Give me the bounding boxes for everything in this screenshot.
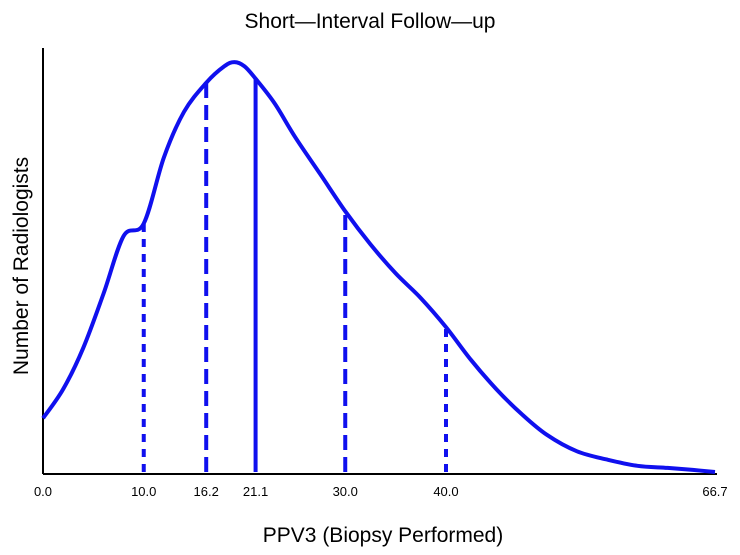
- reference-lines: [141, 78, 448, 472]
- x-axis-label: PPV3 (Biopsy Performed): [263, 524, 503, 547]
- x-tick-label: 21.1: [243, 484, 268, 499]
- x-tick-label: 40.0: [433, 484, 458, 499]
- x-tick-label: 10.0: [131, 484, 156, 499]
- y-axis-label: Number of Radiologists: [10, 157, 33, 375]
- x-tick-label: 16.2: [194, 484, 219, 499]
- x-tick-label: 66.7: [702, 484, 727, 499]
- density-curve: [41, 60, 716, 474]
- x-tick-label: 30.0: [333, 484, 358, 499]
- chart-title: Short—Interval Follow—up: [245, 10, 496, 33]
- x-tick-labels: 0.0 10.0 16.2 21.1 30.0 40.0 66.7: [34, 484, 728, 499]
- x-tick-label: 0.0: [34, 484, 52, 499]
